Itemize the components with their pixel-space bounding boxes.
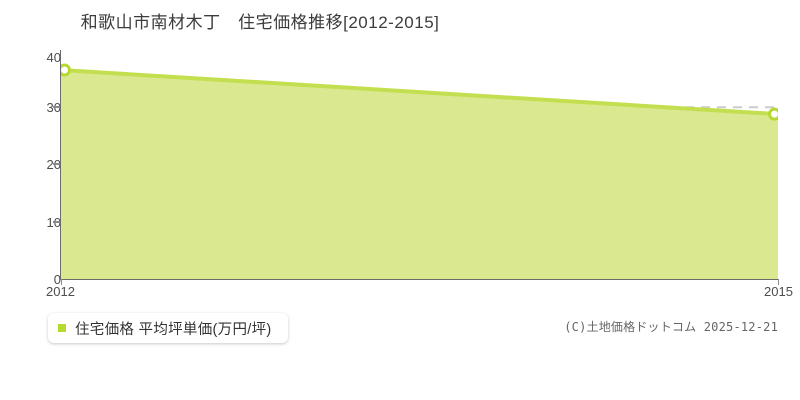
x-tick-label-2012: 2012 xyxy=(46,284,75,299)
x-tick-mark-2015 xyxy=(778,279,779,285)
x-axis-line xyxy=(60,279,779,280)
y-tick-label-40: 40 xyxy=(46,50,61,65)
y-tick-mark-20 xyxy=(53,163,60,165)
data-point-marker-2012[interactable] xyxy=(61,63,71,77)
legend-swatch-icon xyxy=(58,324,66,332)
x-tick-mark-2012 xyxy=(61,279,62,285)
y-tick-mark-10 xyxy=(53,221,60,223)
x-tick-label-2015: 2015 xyxy=(764,284,793,299)
data-point-markers xyxy=(61,63,779,121)
legend-label: 住宅価格 平均坪単価(万円/坪) xyxy=(75,321,272,338)
y-axis: 40 30 20 10 0 xyxy=(0,0,61,400)
y-tick-mark-30 xyxy=(53,106,60,108)
y-axis-line xyxy=(60,50,61,280)
area-fill-path xyxy=(61,70,778,279)
copyright-text: (C)土地価格ドットコム 2025-12-21 xyxy=(564,320,778,334)
series-line-path xyxy=(61,68,778,117)
y-tick-label-0: 0 xyxy=(53,272,61,287)
plot-area xyxy=(61,50,778,279)
data-point-marker-2015[interactable] xyxy=(768,107,779,121)
chart-title: 和歌山市南材木丁 住宅価格推移[2012-2015] xyxy=(80,13,440,32)
chart-legend[interactable]: 住宅価格 平均坪単価(万円/坪) xyxy=(48,313,288,343)
area-chart-svg xyxy=(61,63,779,279)
